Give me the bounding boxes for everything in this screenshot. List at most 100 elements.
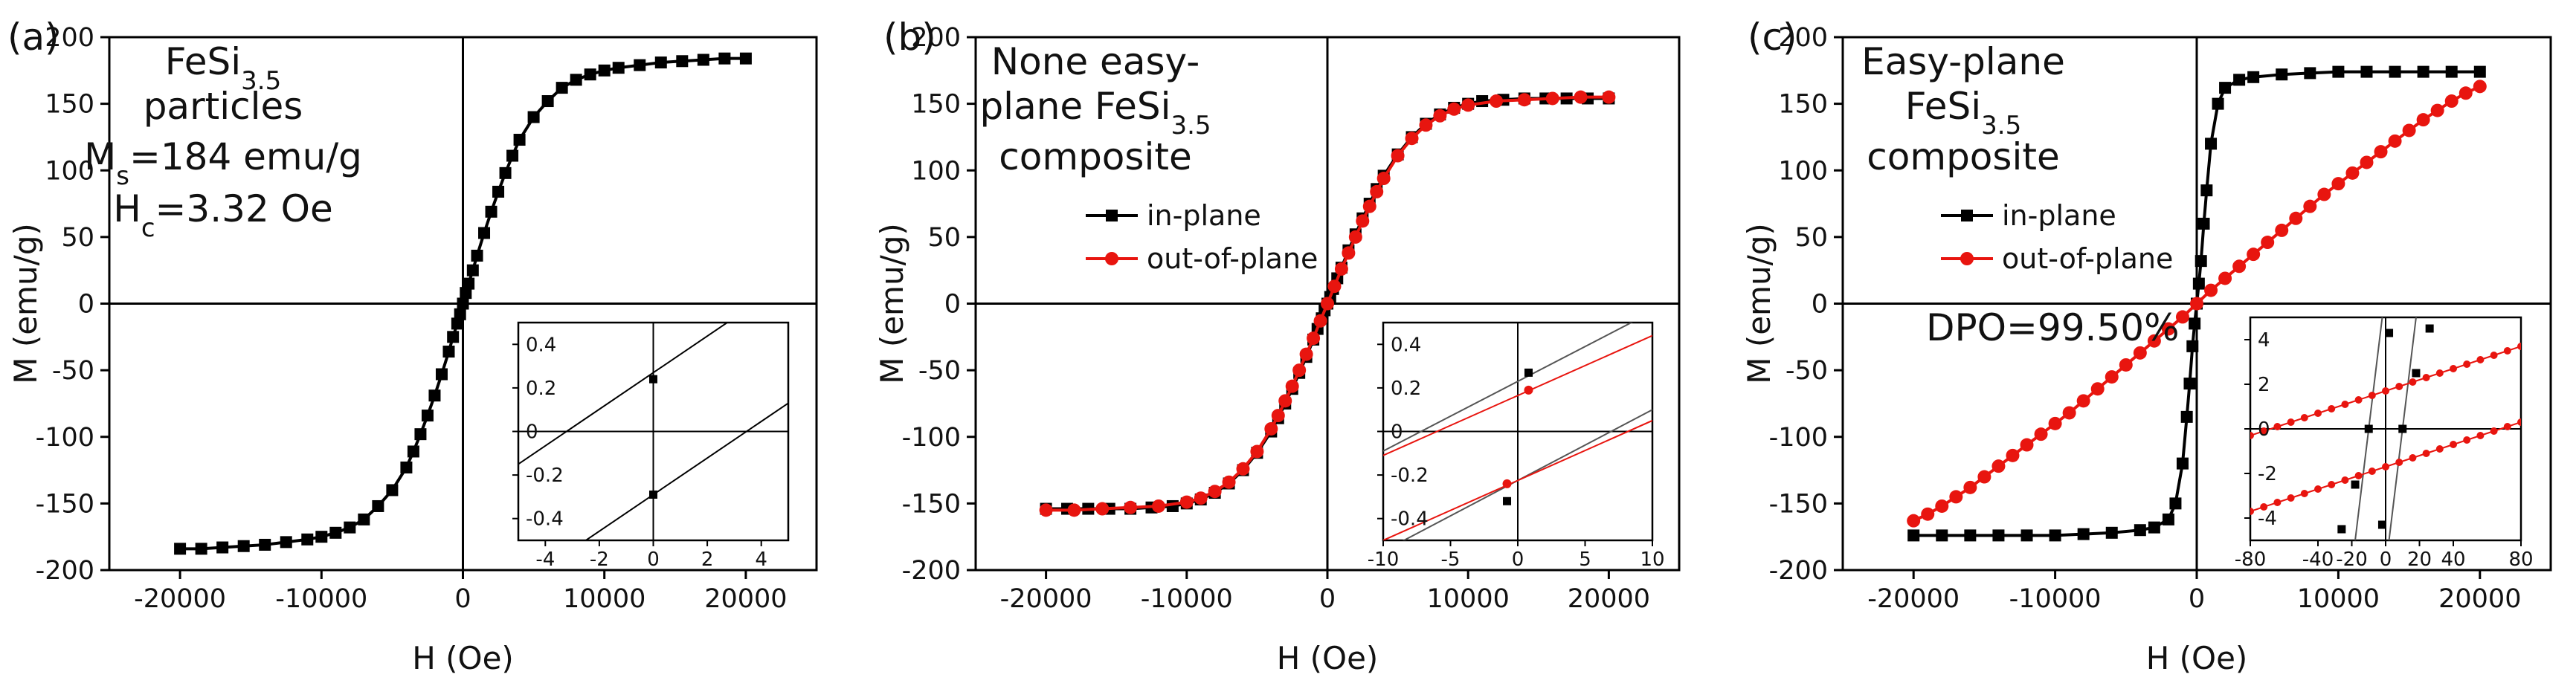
inset-data-point bbox=[2463, 360, 2471, 368]
data-point bbox=[315, 531, 328, 543]
data-point bbox=[2197, 217, 2210, 230]
data-point bbox=[697, 54, 709, 66]
data-point bbox=[598, 64, 611, 77]
inset-series-line bbox=[1383, 419, 1652, 540]
inset-y-tick-label: 0.2 bbox=[1391, 378, 1421, 400]
annotation-text: plane FeSi3.5 bbox=[979, 85, 1211, 140]
y-tick-label: 100 bbox=[45, 156, 94, 186]
inset-data-point bbox=[2287, 494, 2295, 502]
data-point bbox=[2247, 71, 2260, 83]
data-point bbox=[400, 461, 413, 473]
inset-data-point bbox=[649, 375, 657, 384]
y-tick-label: 0 bbox=[1812, 290, 1828, 320]
y-tick-label: 50 bbox=[927, 223, 961, 253]
data-point bbox=[2077, 528, 2090, 540]
inset-y-tick-label: -4 bbox=[2258, 508, 2277, 530]
x-axis-title: H (Oe) bbox=[412, 640, 514, 676]
data-point bbox=[1977, 470, 1991, 484]
x-tick-label: -10000 bbox=[2009, 584, 2102, 614]
inset-data-point bbox=[2351, 480, 2360, 489]
inset-data-point bbox=[2368, 392, 2376, 399]
inset-data-point bbox=[1524, 385, 1533, 395]
data-point bbox=[2473, 80, 2487, 94]
x-tick-label: 0 bbox=[1319, 584, 1336, 614]
x-tick-label: 0 bbox=[2189, 584, 2205, 614]
x-tick-label: -20000 bbox=[134, 584, 226, 614]
y-tick-label: 200 bbox=[1778, 23, 1828, 53]
data-point bbox=[1321, 297, 1334, 311]
data-point bbox=[1342, 246, 1356, 260]
data-point bbox=[2445, 65, 2458, 78]
inset-data-point bbox=[2476, 432, 2485, 439]
inset-x-tick-label: -10 bbox=[1368, 549, 1399, 571]
x-tick-label: 20000 bbox=[1568, 584, 1650, 614]
legend-marker bbox=[1961, 210, 1973, 221]
data-point bbox=[2105, 526, 2118, 539]
data-point bbox=[654, 56, 667, 69]
inset-data-point bbox=[2490, 427, 2498, 435]
y-tick-label: -150 bbox=[902, 489, 961, 519]
data-point bbox=[1271, 409, 1285, 423]
data-point bbox=[492, 185, 505, 198]
data-point bbox=[1963, 480, 1977, 494]
data-point bbox=[174, 543, 187, 555]
inset-data-point bbox=[2450, 365, 2457, 372]
data-point bbox=[2049, 529, 2061, 542]
legend-label: out-of-plane bbox=[2002, 242, 2173, 275]
data-point bbox=[2360, 155, 2374, 169]
data-point bbox=[2180, 410, 2193, 423]
y-tick-label: -100 bbox=[36, 423, 94, 453]
y-tick-label: 200 bbox=[45, 23, 94, 53]
data-point bbox=[485, 205, 498, 218]
data-point bbox=[2304, 67, 2316, 80]
data-point bbox=[2034, 427, 2048, 441]
legend-entry: out-of-plane bbox=[1086, 242, 1318, 275]
data-point bbox=[2233, 74, 2246, 86]
data-point bbox=[1356, 214, 1370, 228]
data-point bbox=[195, 543, 207, 555]
inset-data-point bbox=[2385, 329, 2394, 337]
y-tick-label: 0 bbox=[78, 290, 94, 320]
inset-y-tick-label: 0.4 bbox=[1391, 334, 1421, 356]
inset-x-tick-label: -4 bbox=[535, 549, 555, 571]
data-point bbox=[2389, 65, 2401, 78]
annotation-text: FeSi3.5 bbox=[1905, 85, 2022, 140]
data-point bbox=[2417, 65, 2430, 78]
inset-data-point bbox=[2382, 463, 2389, 470]
inset-data-point bbox=[2490, 352, 2498, 359]
x-tick-label: 20000 bbox=[2438, 584, 2521, 614]
data-point bbox=[301, 533, 314, 546]
inset-data-point bbox=[2450, 441, 2457, 448]
data-point bbox=[2183, 378, 2196, 390]
data-point bbox=[2175, 310, 2189, 324]
y-tick-label: -100 bbox=[1769, 423, 1828, 453]
data-point bbox=[1334, 262, 1348, 276]
data-point bbox=[1461, 98, 1475, 112]
data-point bbox=[2190, 297, 2203, 311]
data-point bbox=[1194, 491, 1208, 505]
data-point bbox=[280, 536, 292, 549]
inset-y-tick-label: -0.4 bbox=[1391, 508, 1429, 531]
series-fesi3-5-particles bbox=[174, 52, 752, 555]
data-point bbox=[1179, 495, 1194, 509]
inset-y-tick-label: -2 bbox=[2258, 463, 2277, 485]
x-tick-label: 10000 bbox=[1427, 584, 1510, 614]
data-point bbox=[2006, 448, 2020, 462]
y-tick-label: -50 bbox=[918, 356, 961, 386]
y-axis-title: M (emu/g) bbox=[874, 223, 910, 384]
y-tick-label: 150 bbox=[45, 90, 94, 120]
data-point bbox=[2275, 223, 2289, 237]
inset-plot-area bbox=[1383, 323, 1652, 540]
data-point bbox=[460, 287, 472, 300]
data-point bbox=[1490, 94, 1504, 109]
data-point bbox=[1370, 184, 1384, 198]
data-point bbox=[2332, 65, 2345, 78]
legend-marker bbox=[1960, 252, 1974, 265]
x-tick-label: 10000 bbox=[563, 584, 645, 614]
data-point bbox=[372, 499, 384, 512]
data-point bbox=[1419, 118, 1433, 132]
data-point bbox=[1067, 503, 1081, 517]
data-point bbox=[2195, 255, 2207, 268]
